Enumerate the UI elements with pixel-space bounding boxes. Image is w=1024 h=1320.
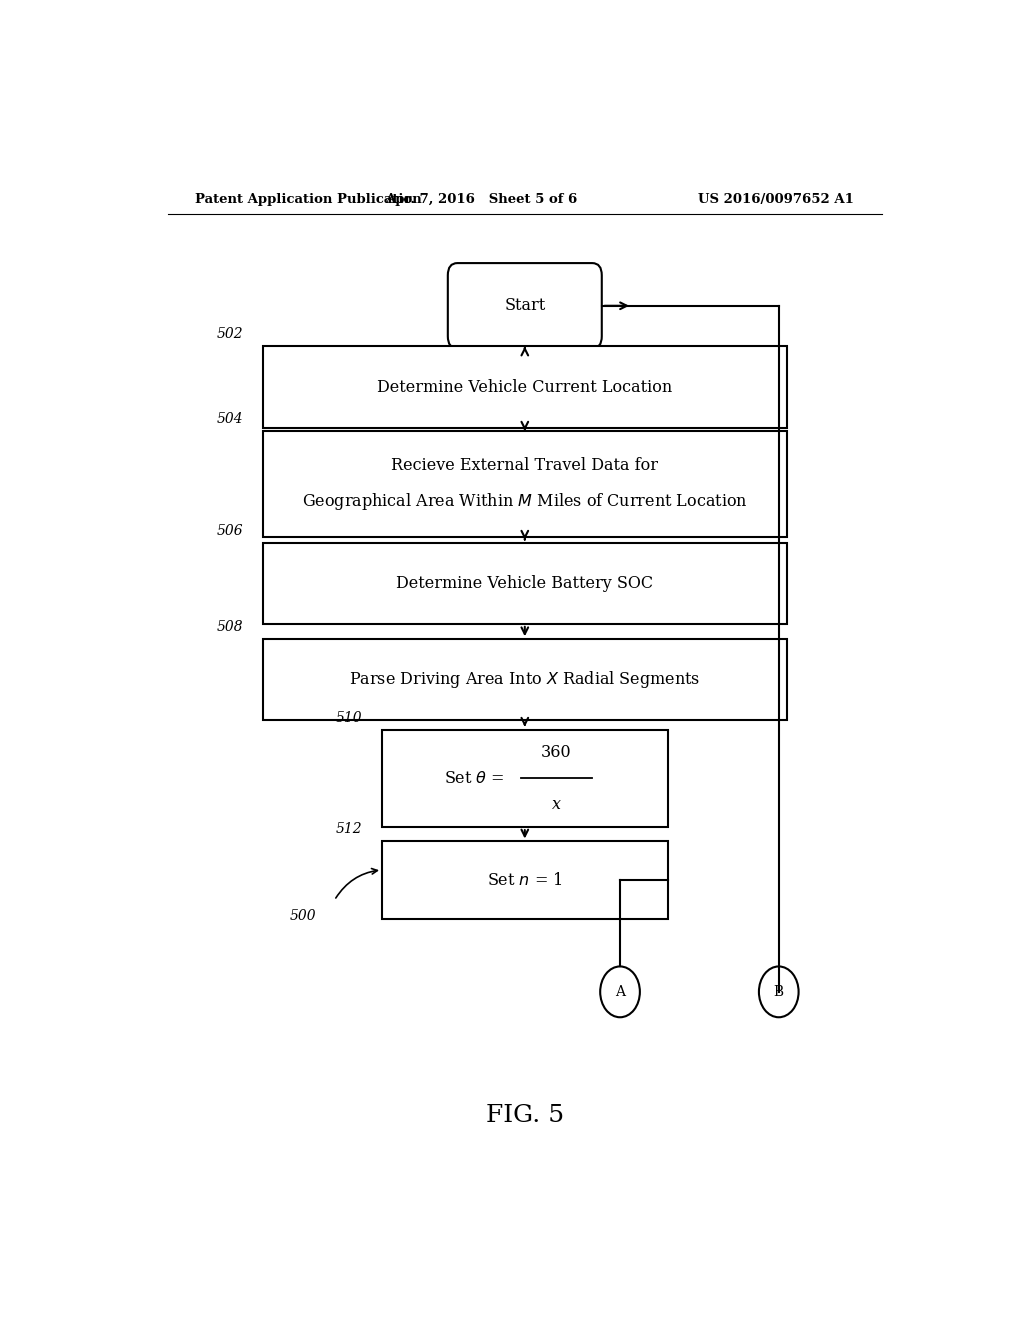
- Bar: [382, 730, 668, 828]
- Text: FIG. 5: FIG. 5: [485, 1105, 564, 1127]
- Text: Set $\theta$ =: Set $\theta$ =: [444, 770, 505, 787]
- Bar: [263, 543, 786, 624]
- Bar: [263, 430, 786, 536]
- Text: Set $n$ = 1: Set $n$ = 1: [487, 871, 562, 888]
- Text: x: x: [552, 796, 561, 813]
- Text: Parse Driving Area Into $X$ Radial Segments: Parse Driving Area Into $X$ Radial Segme…: [349, 669, 700, 690]
- Text: 508: 508: [216, 620, 243, 634]
- Text: Determine Vehicle Battery SOC: Determine Vehicle Battery SOC: [396, 574, 653, 591]
- Bar: [263, 346, 786, 428]
- Text: 510: 510: [336, 710, 362, 725]
- Text: 504: 504: [216, 412, 243, 426]
- Text: 360: 360: [542, 744, 571, 762]
- FancyBboxPatch shape: [447, 263, 602, 348]
- Text: 500: 500: [289, 908, 316, 923]
- Text: 502: 502: [216, 327, 243, 342]
- Text: Patent Application Publication: Patent Application Publication: [196, 193, 422, 206]
- Text: A: A: [615, 985, 625, 999]
- Bar: [263, 639, 786, 721]
- Text: Geographical Area Within $M$ Miles of Current Location: Geographical Area Within $M$ Miles of Cu…: [302, 491, 748, 512]
- Text: Recieve External Travel Data for: Recieve External Travel Data for: [391, 457, 658, 474]
- Text: 512: 512: [336, 822, 362, 837]
- Bar: [382, 841, 668, 919]
- Text: Determine Vehicle Current Location: Determine Vehicle Current Location: [377, 379, 673, 396]
- Text: B: B: [774, 985, 783, 999]
- Text: Start: Start: [504, 297, 546, 314]
- Text: Apr. 7, 2016   Sheet 5 of 6: Apr. 7, 2016 Sheet 5 of 6: [385, 193, 578, 206]
- Text: 506: 506: [216, 524, 243, 537]
- Text: US 2016/0097652 A1: US 2016/0097652 A1: [698, 193, 854, 206]
